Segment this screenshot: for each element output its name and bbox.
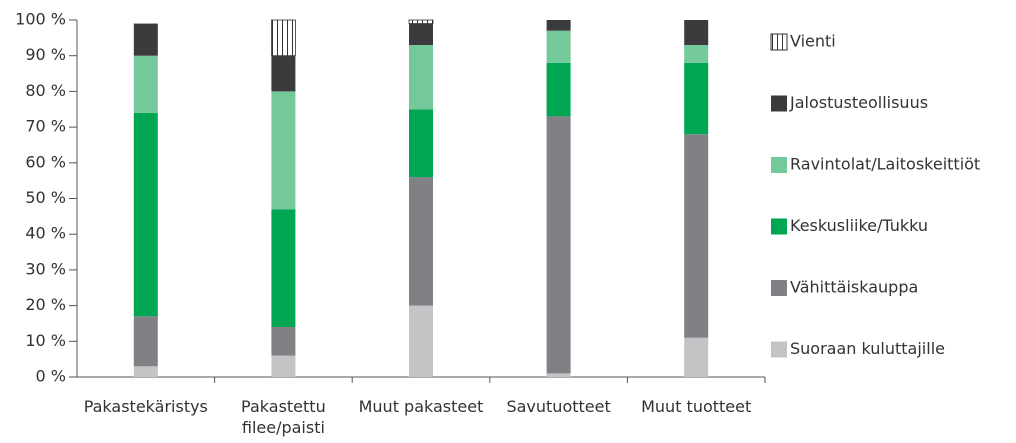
y-tick-label: 30 % — [25, 259, 66, 278]
bar-segment — [271, 55, 296, 92]
y-tick-label: 50 % — [25, 188, 66, 207]
bar-segment — [271, 91, 296, 210]
y-tick-label: 20 % — [25, 295, 66, 314]
bar-segment — [684, 62, 709, 135]
bar-segment — [133, 55, 158, 113]
bar-segment — [271, 209, 296, 328]
bar-segment — [270, 19, 296, 57]
y-tick-label: 70 % — [25, 117, 66, 136]
bar-segment — [409, 109, 433, 178]
legend-swatch — [771, 157, 787, 173]
x-tick-label: Muut pakasteet — [358, 397, 484, 416]
x-tick-label: Pakastettu filee/paisti — [241, 397, 326, 437]
bar-segment — [546, 20, 571, 31]
bar-segment — [409, 305, 433, 377]
legend-label: Jalostusteollisuus — [789, 93, 928, 112]
bar-segment — [133, 366, 158, 377]
y-tick-label: 80 % — [25, 81, 66, 100]
legend-swatch — [771, 341, 787, 358]
legend-swatch — [771, 280, 787, 296]
bar-segment — [133, 112, 158, 317]
legend-swatch — [771, 218, 787, 235]
y-tick-label: 60 % — [25, 152, 66, 171]
bar-segment — [409, 177, 433, 306]
bar-segment — [684, 337, 709, 377]
bar-segment — [409, 44, 433, 110]
y-tick-label: 0 % — [36, 367, 66, 386]
bar-segment — [133, 316, 158, 367]
bar-segment — [271, 355, 296, 377]
legend-swatch — [771, 95, 787, 112]
bar-segment — [546, 116, 571, 374]
legend-label: Vienti — [790, 32, 836, 51]
y-tick-label: 100 % — [15, 10, 66, 29]
bar-segment — [133, 23, 158, 56]
legend-label: Suoraan kuluttajille — [790, 339, 945, 358]
y-tick-label: 40 % — [25, 224, 66, 243]
legend-swatch — [770, 33, 788, 51]
y-tick-label: 90 % — [25, 45, 66, 64]
bar-segment — [684, 134, 709, 338]
bar-segment — [409, 23, 433, 45]
bar-segment — [546, 30, 571, 63]
bar-segment — [546, 62, 571, 117]
bar-segment — [408, 19, 434, 24]
y-tick-label: 10 % — [25, 331, 66, 350]
legend-label: Keskusliike/Tukku — [790, 216, 928, 235]
x-tick-label: Savutuotteet — [506, 397, 611, 416]
x-tick-label: Muut tuotteet — [641, 397, 752, 416]
legend-label: Vähittäiskauppa — [790, 278, 918, 297]
x-tick-label: Pakastekäristys — [83, 397, 208, 416]
bar-segment — [271, 327, 296, 356]
bar-segment — [684, 20, 709, 45]
bar-segment — [546, 373, 571, 377]
legend-label: Ravintolat/Laitoskeittiöt — [790, 155, 980, 174]
bar-segment — [684, 44, 709, 63]
